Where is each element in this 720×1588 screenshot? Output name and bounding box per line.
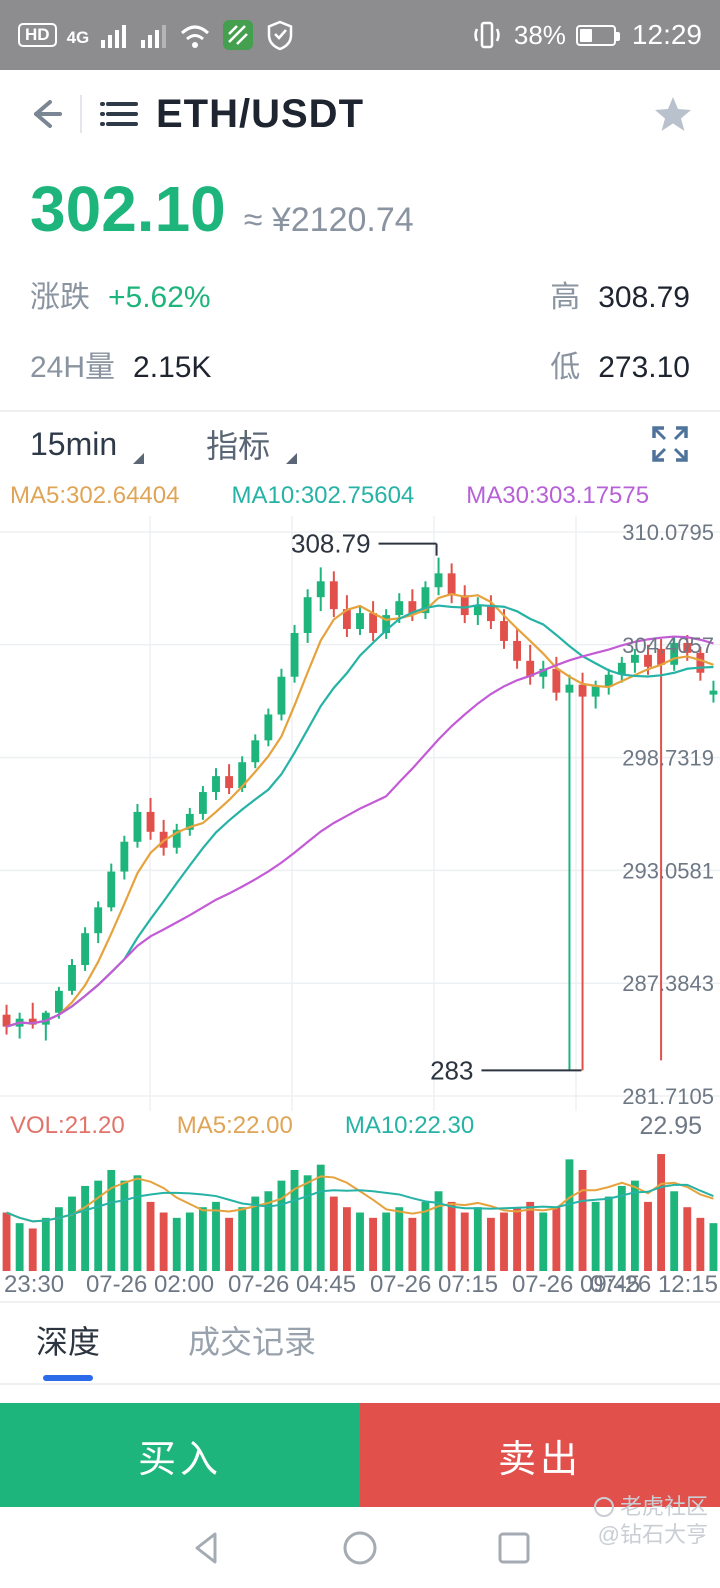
low-value: 273.10 [598,351,690,384]
high-value: 308.79 [598,281,690,314]
watermark-logo-icon [593,1497,614,1518]
vol-ma10-label: MA10:22.30 [344,1112,475,1139]
time-tick: 07-26 02:00 [85,1271,215,1298]
volume-indicator-row: VOL:21.20 MA5:22.00 MA10:22.30 22.95 [0,1111,720,1141]
time-tick: 07-26 09:45 [511,1271,641,1298]
volume-label: 24H量 [30,351,116,384]
watermark-line1: 老虎社区 [619,1493,708,1519]
ma30-label: MA30:303.17575 [466,482,650,509]
tab-trade-history[interactable]: 成交记录 [188,1317,316,1363]
tab-trade-history-label: 成交记录 [188,1324,317,1360]
change-value: +5.62% [108,281,211,314]
svg-text:293.0581: 293.0581 [622,858,714,883]
watermark-line2: @钻石大亨 [597,1522,708,1548]
sell-button[interactable]: 卖出 [360,1403,720,1507]
time-tick: 07-26 12:15 [589,1271,718,1298]
svg-text:308.79: 308.79 [291,529,371,559]
interval-dropdown-icon [133,453,145,464]
volume-value: 2.15K [133,351,212,384]
high-label: 高 [550,281,581,314]
svg-text:304.4057: 304.4057 [622,633,714,658]
shield-icon [268,20,293,51]
signal-bars-icon [101,25,127,48]
fiat-approx: ≈ ¥2120.74 [243,201,414,239]
candlestick-chart[interactable]: 310.0795 304.4057 298.7319 293.0581 287.3843… [0,516,720,1111]
header-divider [80,95,82,133]
ma-indicator-row: MA5:302.64404 MA10:302.75604 MA30:303.17… [0,476,720,516]
hd-icon: HD [18,22,57,48]
trade-actions: 买入 卖出 [0,1403,720,1507]
ticker-panel: 302.10 ≈ ¥2120.74 涨跌 +5.62% 高 308.79 24H… [0,158,720,412]
status-bar: HD 4G 38% 12:29 [0,0,720,70]
svg-text:283: 283 [430,1055,473,1085]
vol-ma5-label: MA5:22.00 [176,1112,293,1139]
favorite-star-icon[interactable] [652,94,694,134]
volume-pane [2,1154,718,1271]
time-tick: 23:30 [4,1271,65,1298]
tab-depth-label: 深度 [36,1324,101,1360]
vibrate-icon [474,21,500,49]
change-label: 涨跌 [30,281,90,314]
low-label: 低 [550,351,581,384]
back-icon[interactable] [26,96,66,132]
nav-recents-icon[interactable] [493,1528,535,1568]
nav-home-icon[interactable] [339,1528,381,1568]
app-badge-icon [223,20,254,50]
svg-text:310.0795: 310.0795 [622,520,714,545]
bottom-tabs: 深度 成交记录 [0,1301,720,1385]
wifi-icon [181,25,210,48]
time-axis: 23:30 07-26 02:00 07-26 04:45 07-26 07:1… [0,1271,720,1301]
watermark: 老虎社区 @钻石大亨 [593,1493,708,1550]
svg-text:287.3843: 287.3843 [622,971,714,996]
battery-icon [575,24,620,46]
tab-depth[interactable]: 深度 [36,1317,100,1381]
header: ETH/USDT [0,70,720,158]
interval-selector[interactable]: 15min [30,425,118,462]
ma5-label: MA5:302.64404 [10,482,180,509]
battery-percent: 38% [513,19,566,50]
network-type-label: 4G [66,28,90,47]
last-price: 302.10 [30,173,226,245]
active-tab-underline [43,1375,93,1381]
chart-toolbar: 15min 指标 [0,412,720,476]
indicator-dropdown-icon [286,453,298,464]
time-tick: 07-26 04:45 [227,1271,357,1298]
signal-bars-2-icon [141,25,167,48]
indicator-selector[interactable]: 指标 [206,428,271,464]
vol-label: VOL:21.20 [10,1112,125,1139]
price-pane: 310.0795 304.4057 298.7319 293.0581 287.3843… [0,516,720,1111]
volume-chart[interactable] [0,1141,720,1271]
svg-text:298.7319: 298.7319 [622,746,714,771]
market-list-icon[interactable] [100,97,140,131]
svg-text:281.7105: 281.7105 [622,1084,714,1109]
volume-scale-max: 22.95 [639,1111,702,1140]
time-tick: 07-26 07:15 [369,1271,499,1298]
buy-button[interactable]: 买入 [0,1403,360,1507]
clock: 12:29 [631,19,702,50]
nav-back-icon[interactable] [185,1528,227,1568]
fullscreen-icon[interactable] [650,424,690,464]
ma10-label: MA10:302.75604 [231,482,415,509]
pair-title: ETH/USDT [156,91,364,136]
